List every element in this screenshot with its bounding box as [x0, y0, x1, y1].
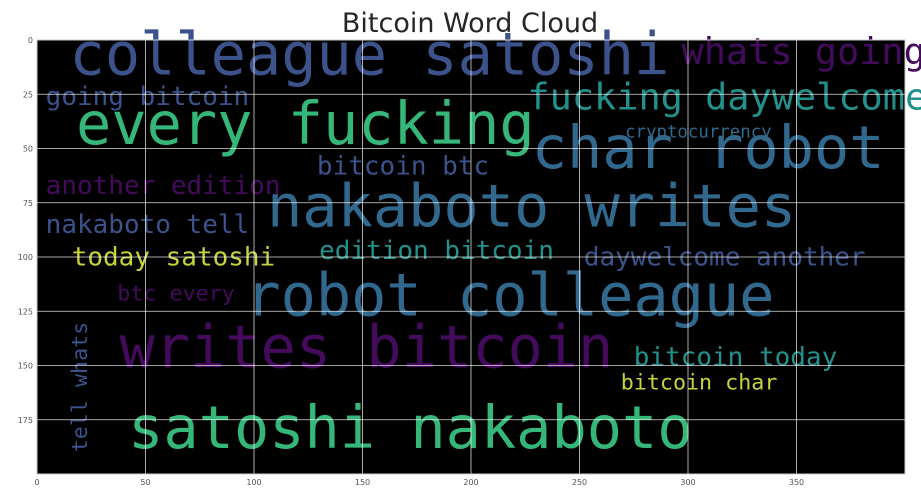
word-2: going bitcoin: [46, 82, 250, 112]
y-tick-label-2: 50: [23, 145, 33, 154]
y-tick-label-5: 125: [18, 307, 33, 316]
x-tick-label-6: 300: [680, 478, 695, 487]
word-8: another edition: [46, 171, 281, 201]
y-tick-label-0: 0: [28, 36, 33, 45]
word-0: colleague satoshi: [70, 21, 670, 89]
x-tick-label-5: 250: [572, 478, 587, 487]
y-tick-label-1: 25: [23, 90, 33, 99]
word-18: bitcoin char: [621, 370, 778, 395]
word-3: fucking daywelcome: [527, 75, 921, 118]
word-1: whats going: [681, 30, 921, 73]
y-tick-label-7: 175: [18, 416, 33, 425]
word-19: satoshi nakaboto: [128, 394, 692, 462]
word-5: char robot: [532, 114, 885, 182]
x-tick-label-7: 350: [789, 478, 804, 487]
word-13: daywelcome another: [584, 243, 866, 273]
word-9: nakaboto writes: [267, 173, 796, 241]
word-15: robot colleague: [245, 262, 774, 330]
x-tick-label-0: 0: [34, 478, 39, 487]
word-6: cryptocurrency: [625, 123, 772, 143]
word-10: nakaboto tell: [46, 210, 250, 240]
word-20: tell whats: [68, 322, 93, 453]
x-tick-label-4: 200: [463, 478, 478, 487]
chart-title: Bitcoin Word Cloud: [342, 8, 598, 39]
y-tick-label-4: 100: [18, 253, 33, 262]
x-tick-label-2: 100: [246, 478, 261, 487]
word-14: btc every: [117, 281, 235, 306]
x-tick-label-3: 150: [355, 478, 370, 487]
words-layer: colleague satoshi whats going going bitcoi…: [46, 21, 921, 462]
word-7: bitcoin btc: [317, 152, 489, 182]
y-tick-label-3: 75: [23, 199, 33, 208]
word-4: every fucking: [76, 90, 535, 158]
word-12: today satoshi: [72, 243, 276, 273]
ticks-layer: 0 50 100 150 200 250 300 350 0 25 50 75 100 125 150 175: [18, 36, 804, 487]
y-tick-label-6: 150: [18, 362, 33, 371]
word-16: writes bitcoin: [119, 314, 613, 382]
word-11: edition bitcoin: [319, 236, 554, 266]
x-tick-label-1: 50: [140, 478, 150, 487]
plot-frame: [36, 39, 906, 475]
word-17: bitcoin today: [634, 343, 838, 373]
